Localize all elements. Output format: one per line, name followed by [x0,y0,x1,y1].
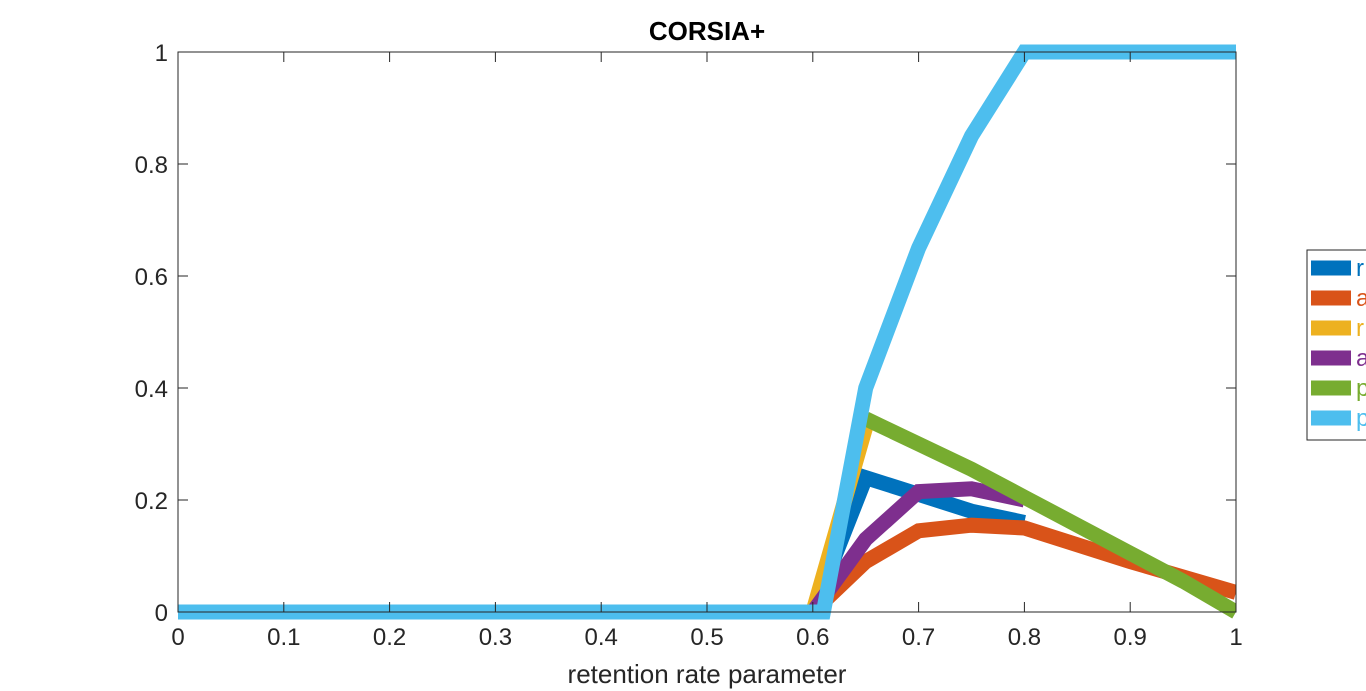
x-tick-label: 0.5 [690,624,723,651]
legend-label-3: r [1356,315,1364,342]
chart-title: CORSIA+ [649,16,765,46]
y-tick-label: 0.2 [135,488,168,515]
legend-label-2: a [1356,285,1366,312]
y-axis: 0 0.2 0.4 0.6 0.8 1 [135,40,1236,627]
x-tick-label: 0 [171,624,184,651]
y-tick-label: 0 [155,600,168,627]
x-tick-label: 0.6 [796,624,829,651]
x-axis-label: retention rate parameter [568,659,847,689]
y-tick-label: 0.8 [135,152,168,179]
legend-box [1306,249,1366,441]
x-tick-label: 0.8 [1008,624,1041,651]
legend-label-6: p [1356,405,1366,432]
x-tick-label: 0.9 [1114,624,1147,651]
legend-label-1: r [1356,255,1364,282]
y-tick-label: 0.6 [135,264,168,291]
legend-label-5: p [1356,375,1366,402]
y-tick-label: 0.4 [135,376,168,403]
x-tick-label: 0.3 [479,624,512,651]
x-tick-label: 1 [1229,624,1242,651]
legend-label-4: a [1356,345,1366,372]
series-line-5 [862,412,1236,619]
x-tick-label: 0.2 [373,624,406,651]
y-tick-label: 1 [155,40,168,67]
x-tick-label: 0.1 [267,624,300,651]
x-axis: 0 0.1 0.2 0.3 0.4 0.5 0.6 0.7 0.8 0.9 1 [171,52,1243,651]
x-tick-label: 0.7 [902,624,935,651]
x-tick-label: 0.4 [585,624,618,651]
